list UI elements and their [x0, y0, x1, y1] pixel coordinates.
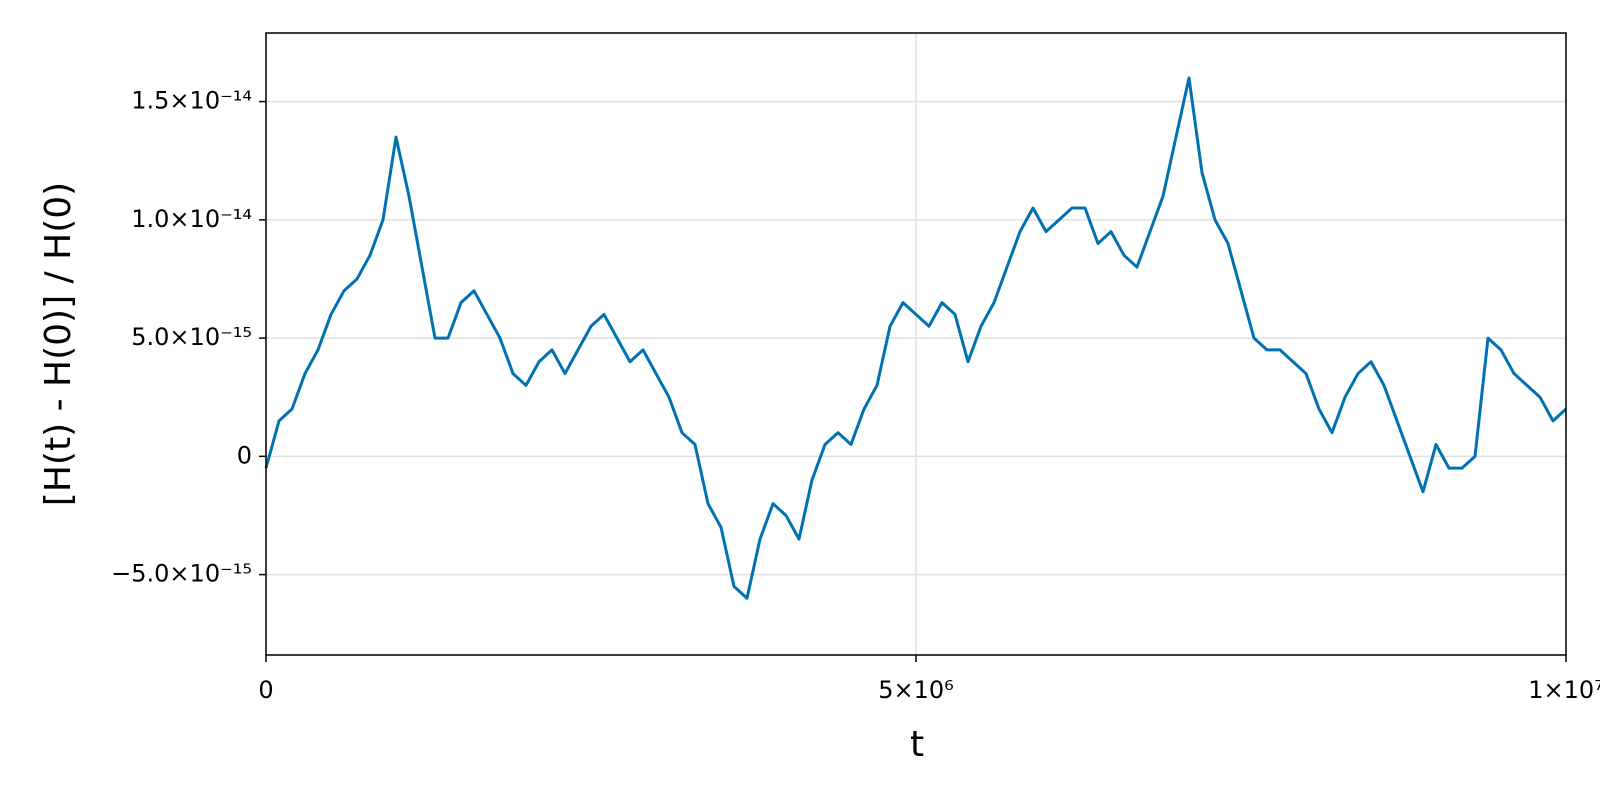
y-tick-label: 5.0×10⁻¹⁵	[131, 323, 252, 351]
x-axis-label: t	[910, 724, 924, 765]
y-tick-label: 0	[237, 441, 252, 469]
y-axis-label: [H(t) - H(0)] / H(0)	[38, 182, 79, 506]
x-tick-label: 5×10⁶	[878, 676, 954, 704]
data-line	[264, 76, 1568, 600]
y-tick-label: −5.0×10⁻¹⁵	[111, 560, 252, 588]
x-tick-label: 1×10⁷	[1528, 676, 1600, 704]
x-tick-label: 0	[258, 676, 273, 704]
plot-frame	[265, 32, 1567, 656]
y-tick-label: 1.5×10⁻¹⁴	[131, 87, 252, 115]
y-tick-label: 1.0×10⁻¹⁴	[131, 205, 252, 233]
